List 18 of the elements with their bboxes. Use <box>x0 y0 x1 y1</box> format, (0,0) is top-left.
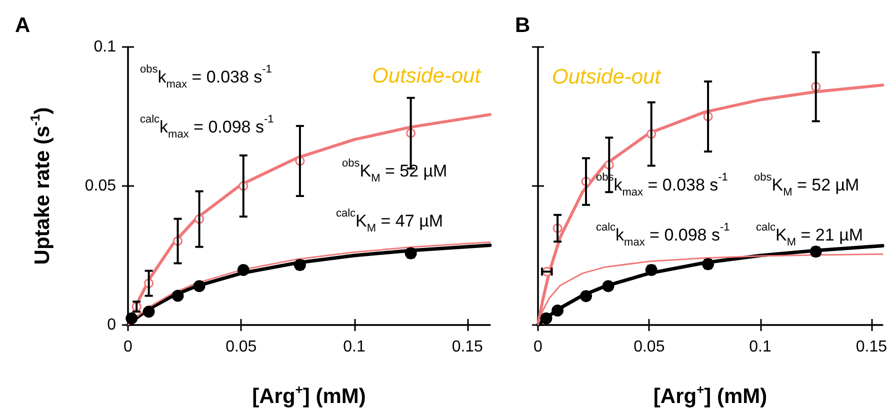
x-axis-title: [Arg+] (mM) <box>252 382 366 408</box>
x-tick-label: 0.05 <box>634 338 665 356</box>
annotation: Outside-out <box>372 64 482 88</box>
y-tick-label: 0 <box>107 316 116 334</box>
y-axis-title: Uptake rate (s-1) <box>28 107 54 265</box>
x-tick-label: 0 <box>124 338 133 356</box>
y-tick-label: 0.1 <box>94 38 116 56</box>
x-tick-label: 0 <box>534 338 543 356</box>
x-tick-label: 0.1 <box>749 338 772 356</box>
x-tick-label: 0.1 <box>343 338 366 356</box>
y-tick-label: 0.05 <box>84 178 116 194</box>
annotation: Outside-out <box>552 66 662 88</box>
x-tick-label: 0.05 <box>226 338 257 356</box>
x-tick-label: 0.15 <box>452 338 484 356</box>
chart-title: A <box>15 14 30 37</box>
x-axis-title: [Arg+] (mM) <box>653 382 768 408</box>
chart-title: B <box>515 14 530 37</box>
x-tick-label: 0.15 <box>856 338 888 356</box>
